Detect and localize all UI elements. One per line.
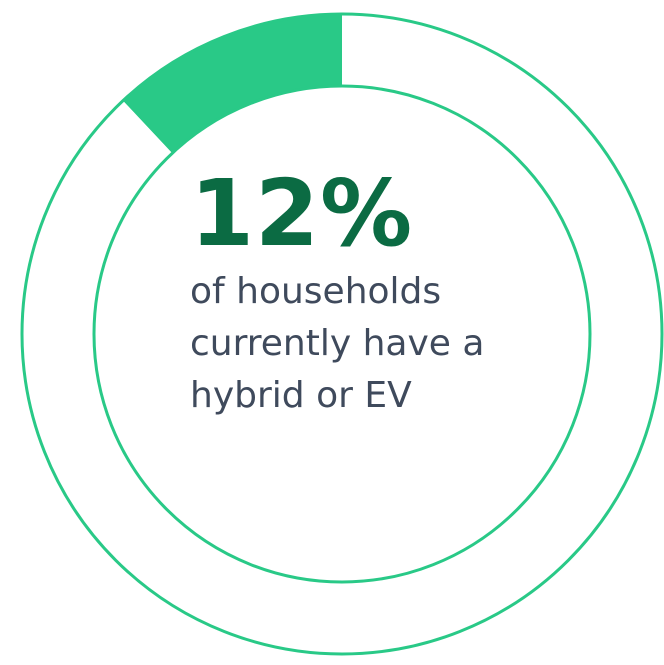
headline-value: 12%: [190, 160, 414, 267]
headline-caption: of households currently have a hybrid or…: [190, 271, 485, 416]
donut-inner-ring: [92, 84, 592, 584]
donut-slice-hybrid-or-ev: [122, 14, 343, 154]
donut-outer-ring: [20, 12, 664, 656]
headline-block: 12% of households currently have a hybri…: [190, 168, 570, 422]
